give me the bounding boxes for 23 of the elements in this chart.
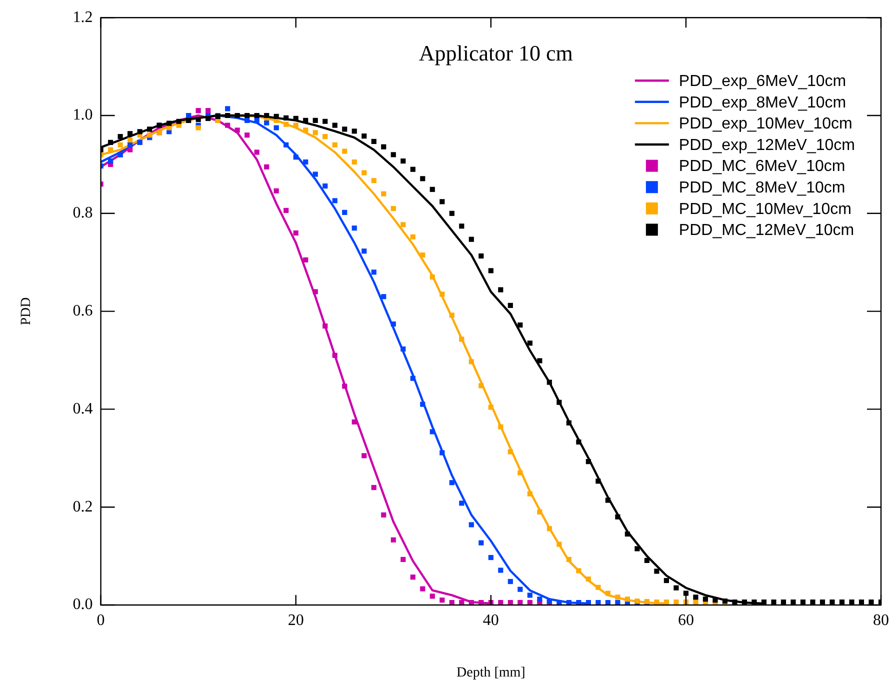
x-tick-label: 60 — [678, 612, 694, 629]
legend-label: PDD_exp_10Mev_10cm — [678, 116, 852, 133]
x-tick-label: 0 — [96, 612, 105, 629]
y-axis-title: PDD — [19, 297, 34, 326]
y-tick-label: 1.2 — [72, 8, 93, 26]
x-axis-title: Depth [mm] — [456, 665, 526, 680]
x-tick-label: 20 — [288, 612, 304, 629]
y-tick-label: 0.2 — [72, 498, 93, 516]
legend-label: PDD_exp_8MeV_10cm — [678, 94, 846, 112]
text: Applicator 10 cm — [418, 40, 573, 66]
legend-label: PDD_MC_10Mev_10cm — [678, 200, 852, 218]
legend-label: PDD_MC_8MeV_10cm — [678, 180, 846, 197]
y-tick-label: 0.8 — [72, 204, 93, 222]
legend-label: PDD_MC_6MeV_10cm — [678, 158, 846, 176]
legend-label: PDD_exp_6MeV_10cm — [678, 73, 846, 90]
legend-label: PDD_exp_12MeV_10cm — [678, 136, 855, 154]
x-tick-label: 40 — [482, 612, 499, 629]
y-tick-label: 0.6 — [72, 302, 93, 320]
legend-label: PDD_MC_12MeV_10cm — [678, 222, 854, 240]
y-tick-label: 1.0 — [72, 106, 93, 124]
y-tick-label: 0.4 — [72, 400, 93, 418]
y-tick-label: 0.0 — [72, 596, 93, 614]
x-tick-label: 80 — [873, 612, 889, 629]
